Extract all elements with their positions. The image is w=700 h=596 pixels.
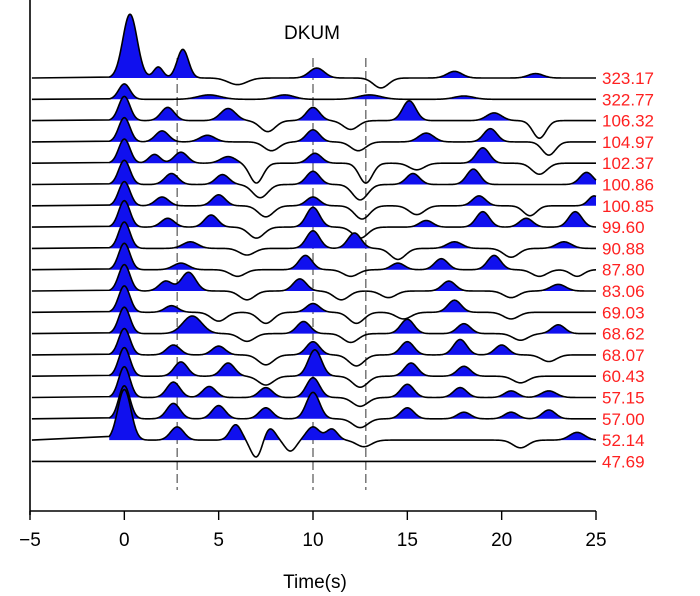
trace-fill-90.88	[109, 222, 597, 249]
x-tick-label-10: 10	[302, 530, 323, 551]
trace-line-104.97	[31, 116, 597, 156]
trace-label-102.37: 102.37	[602, 154, 654, 173]
trace-label-69.03: 69.03	[602, 303, 645, 322]
trace-label-104.97: 104.97	[602, 133, 654, 152]
x-tick-label-15: 15	[397, 530, 418, 551]
trace-fill-57.00	[109, 385, 597, 419]
trace-label-323.17: 323.17	[602, 69, 654, 88]
trace-68.07	[31, 327, 597, 367]
trace-57.00	[31, 385, 597, 429]
trace-line-106.32	[31, 95, 597, 139]
trace-label-100.86: 100.86	[602, 176, 654, 195]
trace-line-68.07	[31, 327, 597, 367]
trace-label-83.06: 83.06	[602, 282, 645, 301]
trace-label-322.77: 322.77	[602, 90, 654, 109]
trace-106.32	[31, 95, 597, 139]
trace-104.97	[31, 116, 597, 156]
trace-line-323.17	[31, 13, 597, 89]
trace-line-322.77	[31, 83, 597, 101]
trace-label-60.43: 60.43	[602, 367, 645, 386]
trace-label-106.32: 106.32	[602, 112, 654, 131]
trace-69.03	[31, 285, 597, 325]
chart-title: DKUM	[284, 23, 340, 44]
trace-fill-60.43	[109, 347, 597, 377]
trace-102.37	[31, 138, 597, 184]
axes: −5 0 5 10 15 20 25	[19, 0, 607, 551]
baz-labels: 323.17 322.77 106.32 104.97 102.37 100.86 100.…	[602, 69, 654, 471]
x-tick-label-0: 0	[119, 530, 130, 551]
trace-line-68.62	[31, 306, 597, 344]
trace-line-100.86	[31, 159, 597, 201]
trace-line-83.06	[31, 263, 597, 301]
trace-line-90.88	[31, 221, 597, 261]
trace-90.88	[31, 221, 597, 261]
trace-label-47.69: 47.69	[602, 452, 645, 471]
x-axis-label: Time(s)	[283, 572, 347, 593]
trace-label-68.07: 68.07	[602, 346, 645, 365]
trace-83.06	[31, 263, 597, 301]
trace-label-57.15: 57.15	[602, 389, 645, 408]
trace-line-69.03	[31, 285, 597, 325]
trace-68.62	[31, 306, 597, 344]
trace-label-52.14: 52.14	[602, 431, 645, 450]
trace-label-90.88: 90.88	[602, 239, 645, 258]
trace-fill-323.17	[109, 14, 597, 78]
trace-label-68.62: 68.62	[602, 325, 645, 344]
trace-57.15	[31, 365, 597, 408]
trace-label-99.60: 99.60	[602, 218, 645, 237]
trace-line-57.00	[31, 385, 597, 429]
trace-52.14	[31, 388, 597, 458]
trace-60.43	[31, 346, 597, 388]
trace-fill-100.85	[109, 181, 597, 206]
trace-line-52.14	[31, 388, 597, 458]
trace-line-87.80	[31, 242, 597, 278]
trace-323.17	[31, 13, 597, 89]
trace-fill-100.86	[109, 160, 597, 185]
trace-label-100.85: 100.85	[602, 197, 654, 216]
x-tick-label-5: 5	[213, 530, 224, 551]
traces	[31, 13, 597, 463]
trace-line-57.15	[31, 365, 597, 408]
trace-fill-322.77	[109, 83, 597, 100]
trace-label-57.00: 57.00	[602, 410, 645, 429]
trace-label-87.80: 87.80	[602, 261, 645, 280]
x-tick-label--5: −5	[19, 530, 41, 551]
trace-line-60.43	[31, 346, 597, 388]
trace-100.85	[31, 180, 597, 220]
trace-fill-83.06	[109, 264, 597, 291]
trace-line-100.85	[31, 180, 597, 220]
trace-87.80	[31, 242, 597, 278]
trace-100.86	[31, 159, 597, 201]
trace-fill-106.32	[109, 96, 597, 121]
x-tick-label-20: 20	[491, 530, 512, 551]
trace-line-102.37	[31, 138, 597, 184]
trace-fill-57.15	[109, 366, 597, 398]
x-tick-label-25: 25	[585, 530, 606, 551]
trace-fill-99.60	[109, 200, 597, 228]
trace-322.77	[31, 83, 597, 101]
trace-fill-104.97	[109, 117, 597, 142]
